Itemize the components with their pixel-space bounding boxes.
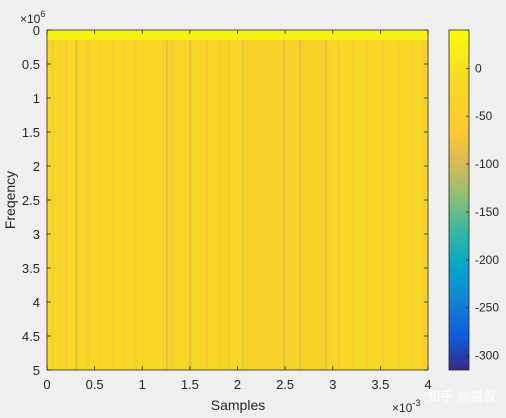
light-band bbox=[187, 40, 190, 370]
heatmap-bands bbox=[51, 40, 426, 370]
green-band bbox=[242, 40, 244, 370]
green-band bbox=[299, 40, 301, 370]
light-band bbox=[99, 40, 102, 370]
y-tick-label: 4.5 bbox=[22, 329, 40, 344]
green-band bbox=[166, 40, 168, 370]
x-tick-label: 2.5 bbox=[276, 377, 294, 392]
colorbar-ticks: 0 -50 -100 -150 -200 -250 -300 bbox=[466, 61, 499, 363]
light-band bbox=[410, 40, 413, 370]
green-band bbox=[325, 40, 327, 370]
light-band bbox=[382, 40, 385, 370]
colorbar: 0 -50 -100 -150 -200 -250 -300 bbox=[448, 29, 499, 371]
colorbar-tick-label: -150 bbox=[475, 205, 499, 219]
x-tick-label: 1 bbox=[139, 377, 146, 392]
light-band bbox=[206, 40, 209, 370]
light-band bbox=[397, 40, 400, 370]
watermark: 知乎 @猫叔 bbox=[427, 389, 496, 404]
heatmap-region-0 bbox=[47, 30, 428, 41]
green-band bbox=[283, 40, 285, 370]
light-band bbox=[423, 40, 426, 370]
x-tick-label: 0.5 bbox=[86, 377, 104, 392]
light-band bbox=[58, 40, 61, 370]
y-tick-label: 0.5 bbox=[22, 57, 40, 72]
x-tick-label: 1.5 bbox=[181, 377, 199, 392]
colorbar-tick-label: -300 bbox=[475, 349, 499, 363]
light-band bbox=[87, 40, 90, 370]
x-axis-multiplier: ×10-3 bbox=[392, 398, 420, 415]
light-band bbox=[366, 40, 369, 370]
light-band bbox=[162, 40, 165, 370]
heatmap-regions bbox=[47, 30, 428, 370]
light-band bbox=[287, 40, 290, 370]
light-band bbox=[320, 40, 323, 370]
x-tick-label: 3 bbox=[329, 377, 336, 392]
y-axis: 0 0.5 1 1.5 2 2.5 3 3.5 4 4.5 5 bbox=[22, 23, 428, 378]
x-axis: 0 0.5 1 1.5 2 2.5 3 3.5 4 bbox=[43, 30, 432, 392]
y-tick-label: 4 bbox=[33, 295, 40, 310]
light-band bbox=[123, 40, 126, 370]
light-band bbox=[111, 40, 114, 370]
light-band bbox=[170, 40, 173, 370]
y-tick-label: 3.5 bbox=[22, 261, 40, 276]
light-band bbox=[351, 40, 354, 370]
x-tick-label: 3.5 bbox=[371, 377, 389, 392]
y-tick-label: 1 bbox=[33, 91, 40, 106]
y-tick-label: 2.5 bbox=[22, 193, 40, 208]
y-tick-label: 3 bbox=[33, 227, 40, 242]
x-axis-label: Samples bbox=[211, 397, 265, 413]
y-axis-label: Freqency bbox=[2, 171, 18, 229]
light-band bbox=[134, 40, 137, 370]
colorbar-tick-label: -200 bbox=[475, 253, 499, 267]
colorbar-tick-label: -250 bbox=[475, 301, 499, 315]
colorbar-gradient bbox=[448, 29, 470, 371]
light-band bbox=[65, 40, 68, 370]
green-band bbox=[189, 40, 192, 370]
light-band bbox=[227, 40, 230, 370]
x-tick-label: 4 bbox=[424, 377, 431, 392]
x-tick-label: 2 bbox=[234, 377, 241, 392]
y-tick-label: 1.5 bbox=[22, 125, 40, 140]
heatmap-region-1 bbox=[47, 40, 143, 370]
y-tick-label: 0 bbox=[33, 23, 40, 38]
y-tick-label: 5 bbox=[33, 363, 40, 378]
colorbar-tick-label: -50 bbox=[475, 109, 493, 123]
light-band bbox=[218, 40, 221, 370]
light-band bbox=[270, 40, 273, 370]
plot-area bbox=[47, 30, 428, 370]
light-band bbox=[302, 40, 305, 370]
x-tick-label: 0 bbox=[43, 377, 50, 392]
heatmap-region-3 bbox=[237, 40, 333, 370]
green-band bbox=[75, 40, 78, 370]
colorbar-tick-label: 0 bbox=[475, 61, 482, 75]
heatmap-region-4 bbox=[332, 40, 428, 370]
y-axis-multiplier: ×106 bbox=[20, 9, 45, 26]
light-band bbox=[51, 40, 54, 370]
y-tick-label: 2 bbox=[33, 159, 40, 174]
light-band bbox=[337, 40, 340, 370]
colorbar-tick-label: -100 bbox=[475, 157, 499, 171]
